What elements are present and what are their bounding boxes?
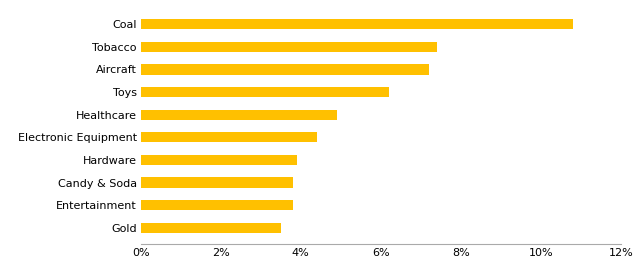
Bar: [141, 64, 429, 74]
Bar: [141, 109, 337, 120]
Bar: [141, 87, 389, 97]
Bar: [141, 19, 573, 29]
Bar: [141, 178, 293, 188]
Bar: [141, 132, 317, 143]
Bar: [141, 42, 437, 52]
Bar: [141, 155, 297, 165]
Bar: [141, 223, 281, 233]
Bar: [141, 200, 293, 210]
